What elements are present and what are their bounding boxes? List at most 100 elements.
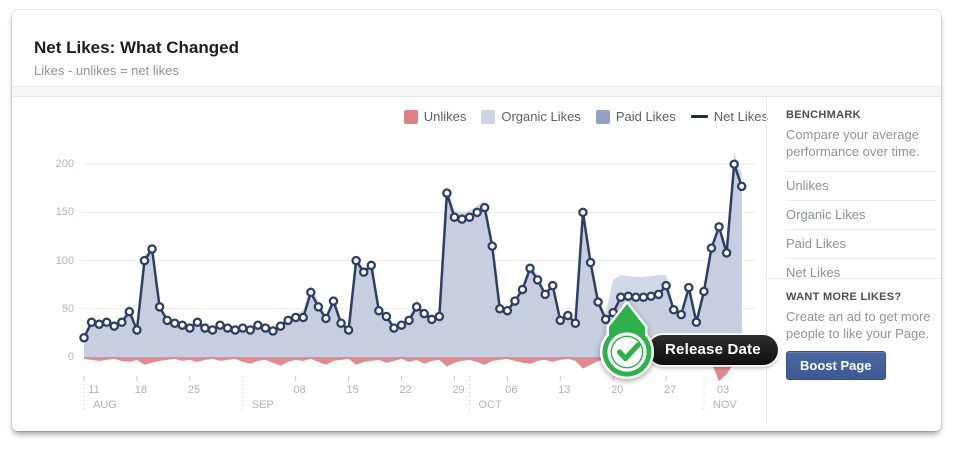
net-likes-data-point[interactable] [502, 305, 513, 316]
benchmark-section: BENCHMARK Compare your average performan… [786, 109, 936, 287]
net-likes-data-point[interactable] [275, 321, 286, 331]
net-likes-data-point[interactable] [374, 305, 384, 316]
benchmark-item-net-likes[interactable]: Net Likes [786, 258, 936, 287]
net-likes-data-point[interactable] [661, 280, 671, 291]
net-likes-data-point[interactable] [729, 159, 739, 169]
net-likes-data-point[interactable] [290, 312, 301, 323]
net-likes-data-point[interactable] [457, 214, 467, 224]
net-likes-data-point[interactable] [434, 311, 445, 322]
net-likes-data-point[interactable] [449, 212, 460, 222]
net-likes-data-point[interactable] [608, 307, 618, 318]
net-likes-data-point[interactable] [200, 323, 210, 333]
net-likes-data-point[interactable] [427, 314, 437, 325]
net-likes-data-point[interactable] [563, 310, 573, 321]
net-likes-data-point[interactable] [358, 267, 369, 277]
net-likes-data-point[interactable] [94, 319, 104, 329]
net-likes-data-point[interactable] [328, 296, 339, 306]
benchmark-item-organic-likes[interactable]: Organic Likes [786, 200, 936, 229]
net-likes-data-point[interactable] [101, 317, 112, 328]
net-likes-data-point[interactable] [79, 332, 89, 343]
net-likes-data-point[interactable] [192, 317, 203, 328]
legend-item-unlikes[interactable]: Unlikes [403, 109, 467, 124]
net-likes-data-point[interactable] [343, 325, 354, 335]
net-likes-data-point[interactable] [124, 306, 135, 317]
net-likes-data-point[interactable] [162, 315, 172, 326]
net-likes-data-point[interactable] [230, 325, 240, 335]
x-axis-week-label: 18 [134, 384, 148, 396]
net-likes-data-point[interactable] [306, 287, 316, 298]
legend-item-paid-likes[interactable]: Paid Likes [595, 109, 676, 124]
net-likes-data-point[interactable] [585, 257, 596, 268]
net-likes-data-point[interactable] [268, 326, 278, 336]
net-likes-data-point[interactable] [684, 282, 694, 293]
net-likes-data-point[interactable] [600, 314, 611, 325]
net-likes-data-point[interactable] [283, 315, 293, 326]
net-likes-data-point[interactable] [207, 325, 218, 335]
net-likes-data-point[interactable] [117, 317, 127, 328]
net-likes-data-point[interactable] [321, 313, 331, 324]
net-likes-data-point[interactable] [472, 207, 482, 218]
benchmark-item-unlikes[interactable]: Unlikes [786, 171, 936, 200]
net-likes-data-point[interactable] [86, 317, 97, 328]
net-likes-data-point[interactable] [132, 325, 142, 335]
net-likes-data-point[interactable] [676, 309, 686, 320]
net-likes-data-point[interactable] [185, 323, 195, 333]
net-likes-data-point[interactable] [215, 320, 225, 330]
net-likes-data-point[interactable] [540, 289, 550, 300]
net-likes-data-point[interactable] [464, 212, 475, 222]
net-likes-data-point[interactable] [169, 318, 180, 329]
net-likes-data-point[interactable] [253, 320, 263, 330]
net-likes-data-point[interactable] [139, 255, 150, 266]
net-likes-data-point[interactable] [593, 297, 603, 307]
net-likes-data-point[interactable] [736, 181, 747, 192]
net-likes-data-point[interactable] [479, 202, 490, 213]
net-likes-data-point[interactable] [222, 323, 233, 333]
card-header: Net Likes: What Changed Likes - unlikes … [34, 38, 239, 78]
net-likes-data-point[interactable] [691, 317, 702, 328]
x-axis-week-label: 20 [611, 384, 624, 396]
legend-label: Unlikes [423, 109, 467, 124]
y-axis-label: 50 [61, 302, 74, 315]
legend-swatch-unlikes [403, 109, 418, 124]
net-likes-data-point[interactable] [495, 304, 505, 314]
net-likes-data-point[interactable] [411, 302, 422, 312]
net-likes-data-point[interactable] [313, 302, 324, 312]
net-likes-data-point[interactable] [419, 308, 429, 319]
net-likes-data-point[interactable] [147, 244, 157, 254]
net-likes-data-point[interactable] [154, 302, 165, 312]
net-likes-data-point[interactable] [381, 311, 392, 322]
net-likes-data-point[interactable] [389, 323, 399, 333]
net-likes-data-point[interactable] [260, 323, 271, 333]
boost-page-button[interactable]: Boost Page [786, 351, 886, 381]
net-likes-data-point[interactable] [245, 325, 256, 335]
net-likes-data-point[interactable] [570, 318, 581, 329]
net-likes-data-point[interactable] [404, 315, 414, 326]
net-likes-data-point[interactable] [555, 315, 566, 326]
net-likes-data-point[interactable] [721, 248, 732, 258]
net-likes-data-point[interactable] [653, 289, 664, 300]
net-likes-data-point[interactable] [336, 318, 346, 329]
net-likes-data-point[interactable] [525, 263, 535, 274]
benchmark-item-paid-likes[interactable]: Paid Likes [786, 229, 936, 258]
net-likes-data-point[interactable] [668, 305, 679, 315]
net-likes-data-point[interactable] [547, 280, 558, 291]
net-likes-data-point[interactable] [177, 320, 188, 330]
net-likes-data-point[interactable] [699, 286, 709, 297]
net-likes-data-point[interactable] [714, 222, 724, 232]
net-likes-data-point[interactable] [442, 188, 452, 198]
net-likes-data-point[interactable] [351, 255, 361, 266]
net-likes-data-point[interactable] [487, 241, 497, 251]
net-likes-data-point[interactable] [517, 284, 528, 295]
net-likes-data-point[interactable] [532, 275, 543, 285]
release-date-pin[interactable] [592, 294, 662, 388]
legend-item-organic-likes[interactable]: Organic Likes [481, 109, 581, 124]
net-likes-data-point[interactable] [109, 321, 119, 331]
net-likes-data-point[interactable] [366, 260, 377, 271]
net-likes-data-point[interactable] [510, 296, 520, 306]
net-likes-data-point[interactable] [298, 312, 308, 323]
legend-item-net-likes[interactable]: Net Likes [690, 109, 768, 124]
net-likes-data-point[interactable] [578, 207, 588, 218]
net-likes-data-point[interactable] [706, 243, 717, 253]
net-likes-data-point[interactable] [396, 320, 407, 330]
net-likes-data-point[interactable] [238, 323, 248, 333]
